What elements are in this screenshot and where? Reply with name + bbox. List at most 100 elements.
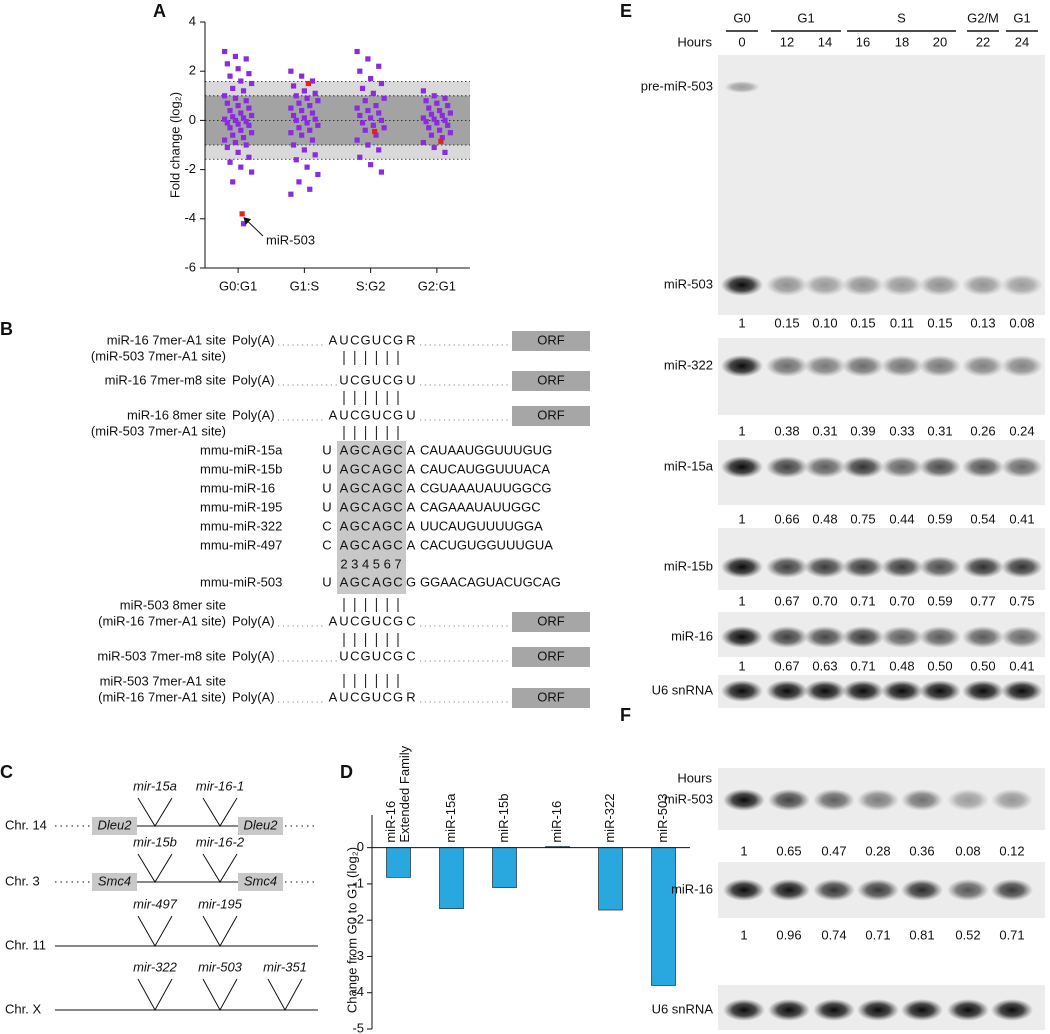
blot-band	[804, 680, 846, 702]
blot-band	[766, 274, 808, 296]
hours-label: Hours	[677, 34, 712, 49]
blot-band	[991, 879, 1033, 901]
data-point	[222, 93, 228, 99]
data-point	[431, 93, 437, 99]
site-seed: UCGUCG	[339, 372, 403, 387]
blot-band	[991, 999, 1033, 1021]
data-point	[436, 127, 443, 133]
seed-position: 2	[340, 556, 347, 571]
blot-band	[721, 274, 763, 296]
x-tick-label: G0:G1	[219, 278, 257, 293]
data-point	[365, 142, 371, 148]
y-tick-label: -2	[352, 912, 364, 927]
blot-band	[857, 879, 899, 901]
bar	[598, 847, 623, 911]
data-point	[222, 137, 228, 143]
data-point	[362, 98, 368, 104]
quantification: 0.71	[850, 593, 875, 608]
site-pos8: C	[406, 648, 415, 663]
orf-box	[512, 406, 590, 426]
orf-box	[512, 371, 590, 391]
blot-band	[804, 355, 846, 377]
data-point	[426, 125, 432, 131]
blot-band	[1001, 274, 1043, 296]
quantification: 0.48	[812, 511, 837, 526]
quantification: 0.24	[1009, 423, 1034, 438]
data-point	[246, 71, 252, 77]
blot-band	[804, 456, 846, 478]
mirna-nt1: U	[322, 461, 331, 476]
data-point	[243, 119, 249, 125]
quantification: 0.26	[970, 423, 995, 438]
orf-label: ORF	[537, 648, 565, 663]
host-gene-box	[92, 817, 137, 835]
quantification: 0.70	[812, 593, 837, 608]
data-point	[301, 115, 307, 121]
data-point	[304, 164, 310, 170]
chromosome-label: Chr. X	[5, 1001, 41, 1016]
quantification: 0.75	[850, 511, 875, 526]
data-point	[434, 120, 440, 126]
data-point	[288, 68, 294, 74]
blot-band	[881, 274, 923, 296]
x-tick-label: miR-16	[549, 801, 564, 843]
data-point	[431, 116, 437, 122]
y-tick-label: -2	[184, 161, 196, 176]
data-point	[420, 115, 426, 121]
mirna-rest: CAGAAAUAUUGGC	[420, 499, 541, 514]
data-point	[238, 164, 244, 170]
data-point	[227, 107, 233, 114]
data-point	[222, 48, 228, 55]
blot-band	[947, 999, 989, 1021]
data-point	[288, 130, 294, 136]
quantification: 0.52	[955, 927, 980, 942]
blot-label: U6 snRNA	[652, 682, 714, 697]
blot-band	[768, 999, 810, 1021]
y-tick-label: 0	[357, 839, 364, 854]
orf-label: ORF	[537, 332, 565, 347]
mirna-rest: CAUAAUGGUUUGUG	[420, 442, 552, 457]
hairpin	[202, 978, 238, 1012]
data-point	[442, 149, 448, 155]
data-point	[230, 85, 236, 92]
blot-label: miR-16	[671, 881, 713, 896]
data-point	[354, 48, 360, 55]
quantification: 1	[738, 593, 745, 608]
blot-band	[919, 680, 961, 702]
quantification: 0.54	[970, 511, 995, 526]
blot-band	[881, 626, 923, 648]
blot-band	[721, 355, 763, 377]
precursor-band	[724, 81, 760, 93]
data-point	[232, 95, 239, 101]
data-point	[304, 120, 310, 126]
blot-label: miR-503	[664, 791, 713, 806]
quantification: 0.66	[774, 511, 799, 526]
blot-band	[1001, 456, 1043, 478]
orf-label: ORF	[537, 689, 565, 704]
data-point	[224, 100, 230, 106]
data-point	[381, 95, 387, 101]
data-point	[249, 130, 255, 136]
data-point	[370, 90, 376, 96]
site-label: miR-16 8mer site	[127, 407, 226, 422]
orf-box	[512, 688, 590, 708]
x-tick-label: Extended Family	[397, 745, 412, 842]
data-point	[376, 63, 382, 69]
quantification: 0.15	[774, 315, 799, 330]
utr-label: Poly(A)	[232, 332, 275, 347]
x-tick-label: miR-15a	[443, 793, 458, 843]
site-pos8: R	[406, 332, 415, 347]
orf-box	[512, 647, 590, 667]
data-point	[239, 211, 245, 217]
mirna-name: mmu-miR-195	[200, 499, 282, 514]
data-point	[227, 73, 233, 79]
blot-band	[804, 556, 846, 578]
data-point	[354, 105, 360, 111]
blot-band	[1001, 355, 1043, 377]
y-tick-label: -3	[352, 948, 364, 963]
seed-box	[337, 441, 406, 594]
data-point	[426, 105, 432, 111]
blot-band	[962, 680, 1004, 702]
blot-band	[766, 556, 808, 578]
